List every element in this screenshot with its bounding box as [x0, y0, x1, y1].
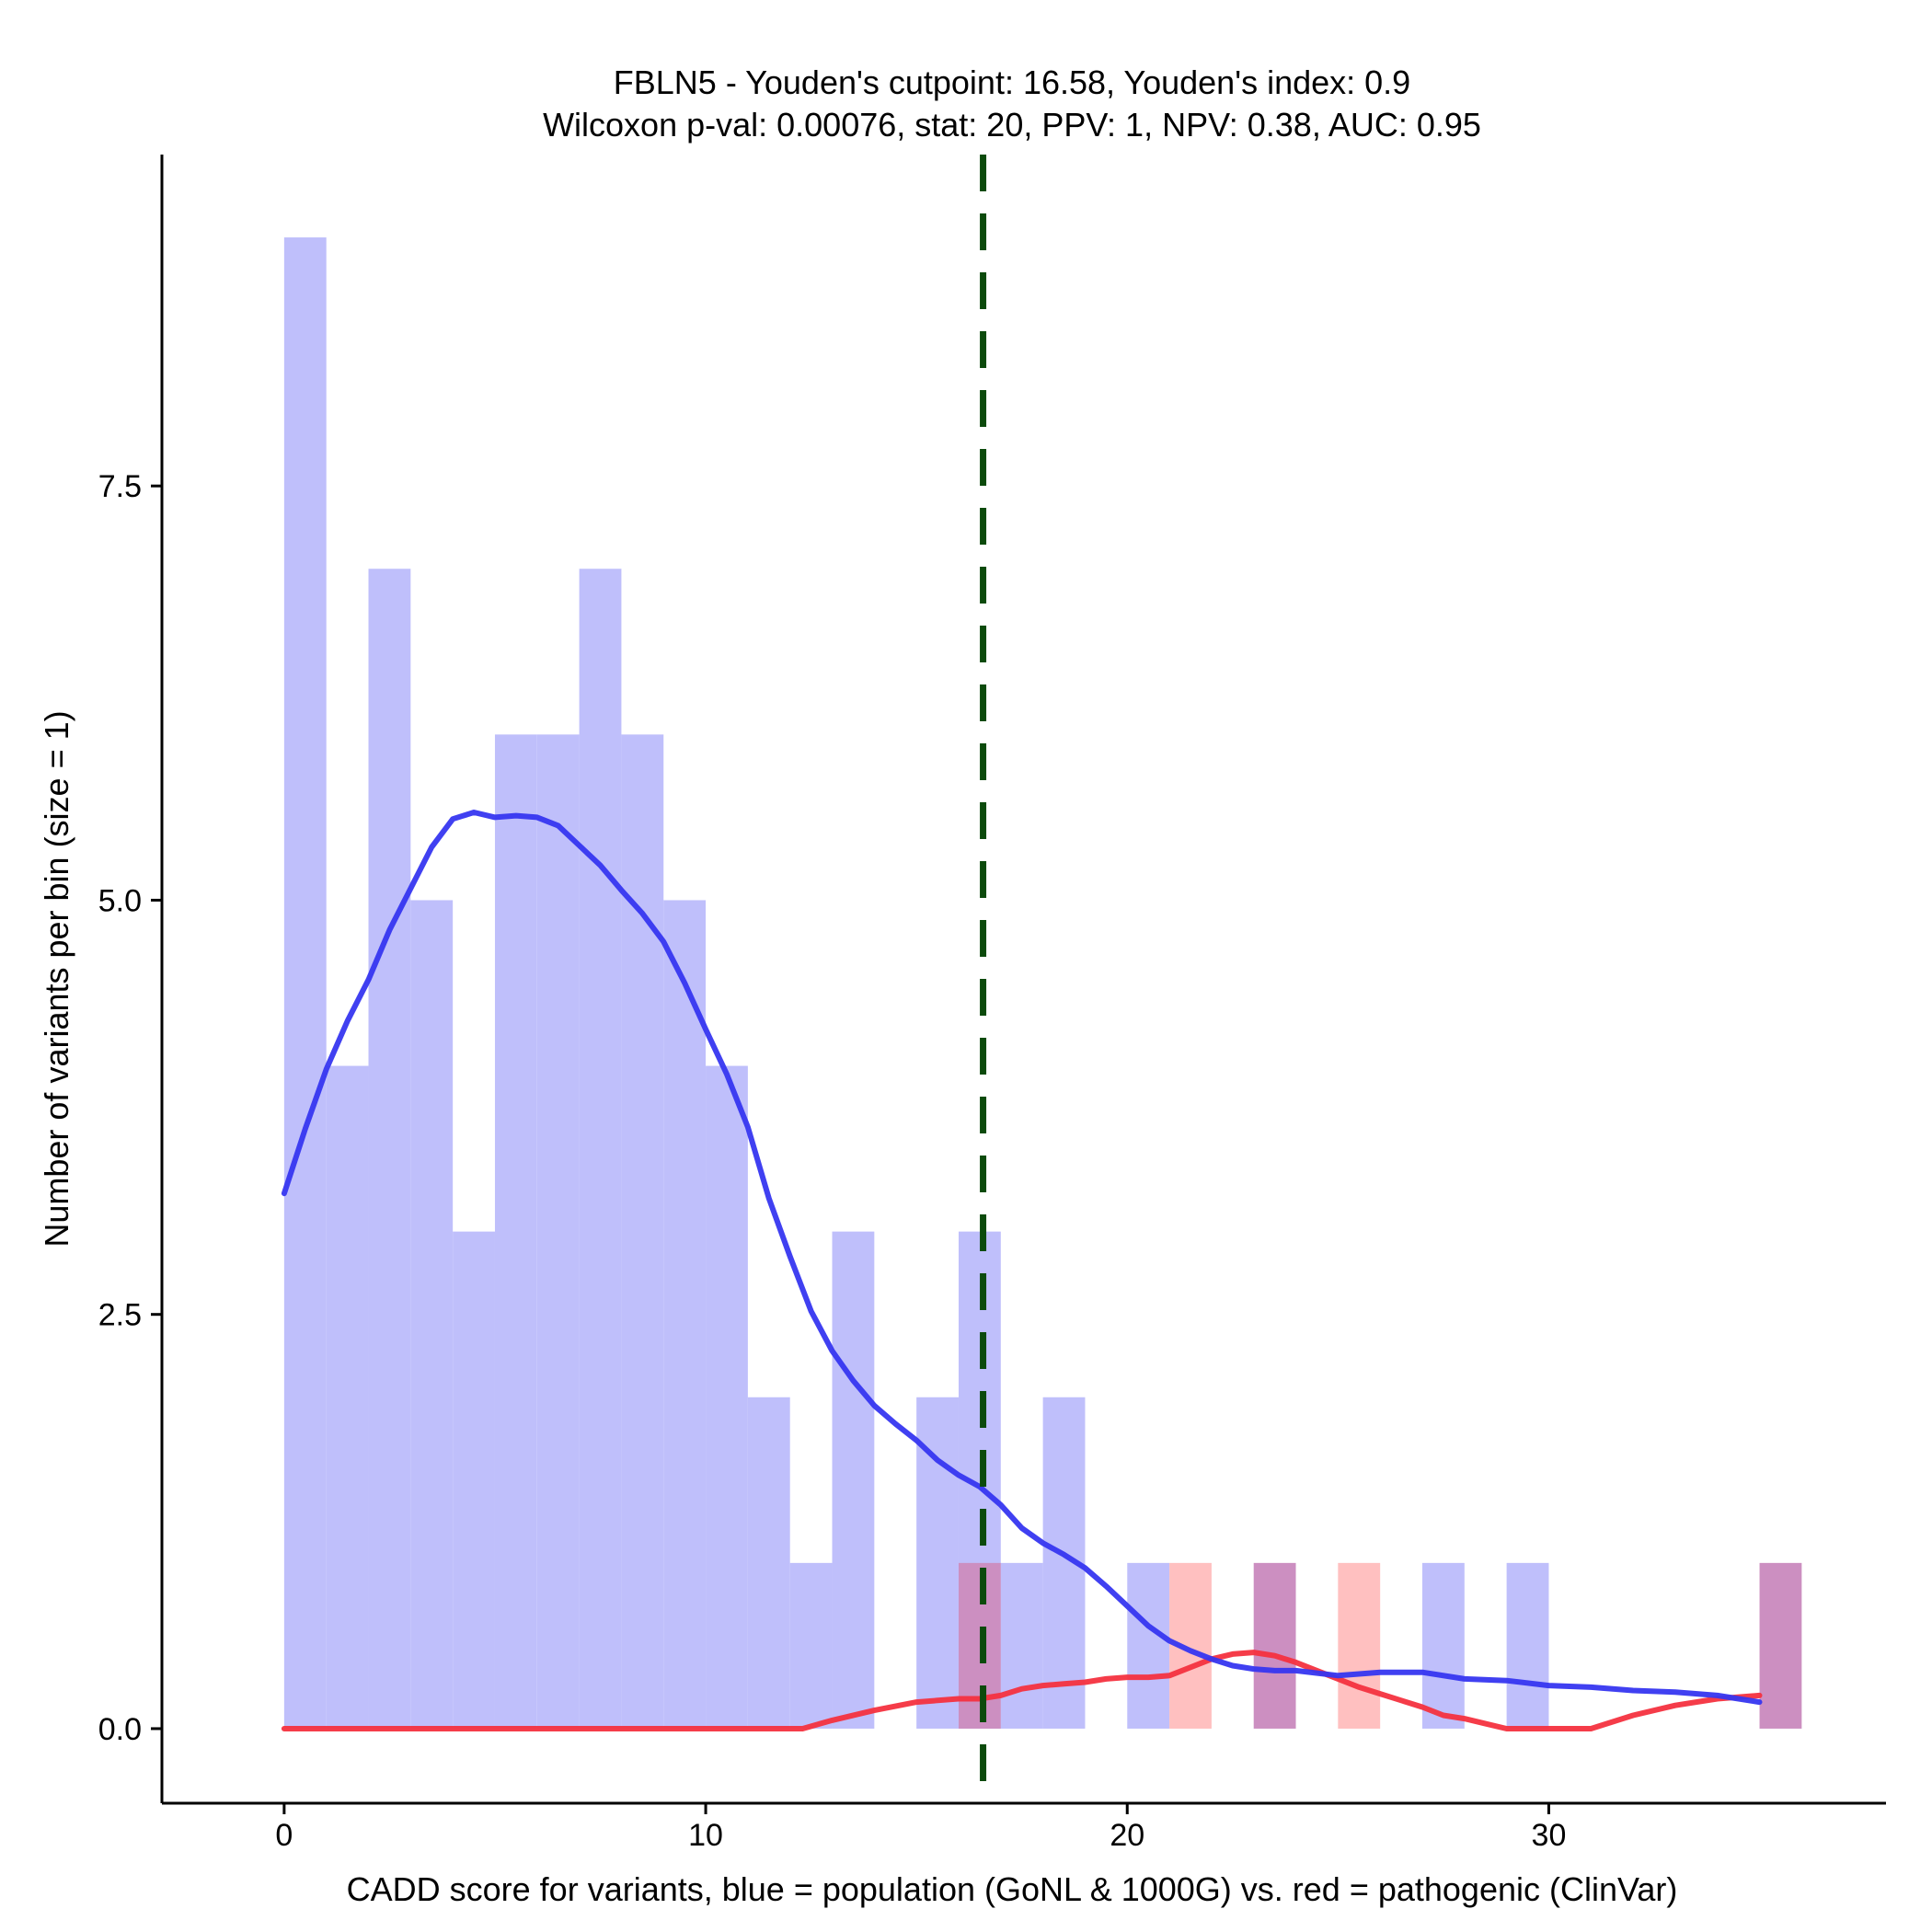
population-bar [1000, 1562, 1043, 1729]
population-bar [832, 1231, 875, 1729]
y-tick-label: 0.0 [98, 1712, 142, 1747]
density-lines [281, 810, 1763, 1731]
y-ticks: 0.0 2.5 5.0 7.5 [98, 469, 162, 1747]
chart-title-line2: Wilcoxon p-val: 0.00076, stat: 20, PPV: … [543, 106, 1481, 144]
y-axis-label: Number of variants per bin (size = 1) [38, 710, 75, 1247]
y-tick-label: 2.5 [98, 1298, 142, 1333]
population-bar [410, 900, 454, 1729]
population-bar [747, 1397, 790, 1729]
population-bar [579, 569, 622, 1729]
axes [160, 155, 1886, 1805]
population-bar [326, 1065, 369, 1729]
overlap-bars [958, 1562, 1802, 1729]
population-bar [789, 1562, 833, 1729]
pathogenic-bar [1338, 1562, 1381, 1729]
overlap-bar [1253, 1562, 1296, 1729]
overlap-bar [958, 1562, 1001, 1729]
population-bar [1127, 1562, 1170, 1729]
x-axis-label: CADD score for variants, blue = populati… [347, 1870, 1678, 1908]
population-bar [536, 734, 580, 1729]
population-bar [283, 237, 327, 1729]
population-bars [283, 237, 1549, 1729]
population-bar [663, 900, 707, 1729]
x-tick-label: 30 [1532, 1818, 1567, 1853]
y-tick-label: 7.5 [98, 469, 142, 504]
population-bar [621, 734, 664, 1729]
population-bar [706, 1065, 748, 1729]
population-bar [1506, 1562, 1549, 1729]
overlap-bar [1759, 1562, 1802, 1729]
population-bar [494, 734, 537, 1729]
chart-title-line1: FBLN5 - Youden's cutpoint: 16.58, Youden… [614, 63, 1410, 101]
x-tick-label: 0 [275, 1818, 293, 1853]
population-bar [1421, 1562, 1465, 1729]
population-density-line [281, 810, 1763, 1706]
population-bar [916, 1397, 959, 1729]
x-tick-label: 20 [1110, 1818, 1144, 1853]
pathogenic-bars [1169, 1562, 1381, 1729]
pathogenic-density-line [281, 1650, 1763, 1731]
x-tick-label: 10 [688, 1818, 723, 1853]
population-bar [453, 1231, 495, 1729]
x-ticks: 0 10 20 30 [275, 1803, 1566, 1853]
population-bar [368, 569, 411, 1729]
y-tick-label: 5.0 [98, 883, 142, 918]
